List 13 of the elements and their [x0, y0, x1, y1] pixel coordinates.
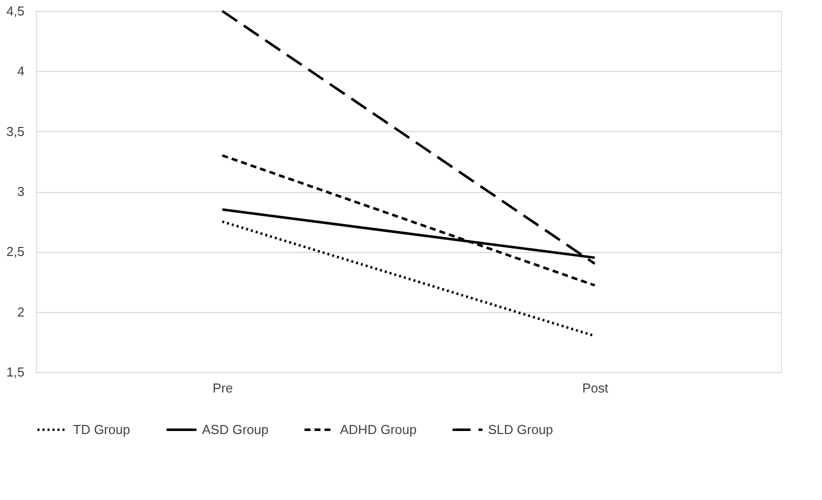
legend-label: ASD Group	[202, 422, 268, 437]
legend-label: TD Group	[73, 422, 130, 437]
y-tick-label: 3	[17, 184, 24, 199]
y-tick-label: 2,5	[6, 244, 24, 260]
y-tick-label: 1,5	[6, 364, 24, 380]
legend-label: SLD Group	[488, 422, 554, 437]
y-tick-label: 4,5	[6, 4, 24, 18]
x-tick-label: Post	[582, 380, 609, 396]
y-tick-label: 2	[17, 304, 24, 320]
x-tick-label: Pre	[212, 380, 233, 396]
y-tick-label: 4	[17, 64, 24, 79]
y-tick-label: 3,5	[6, 124, 24, 139]
legend-label: ADHD Group	[340, 422, 417, 437]
